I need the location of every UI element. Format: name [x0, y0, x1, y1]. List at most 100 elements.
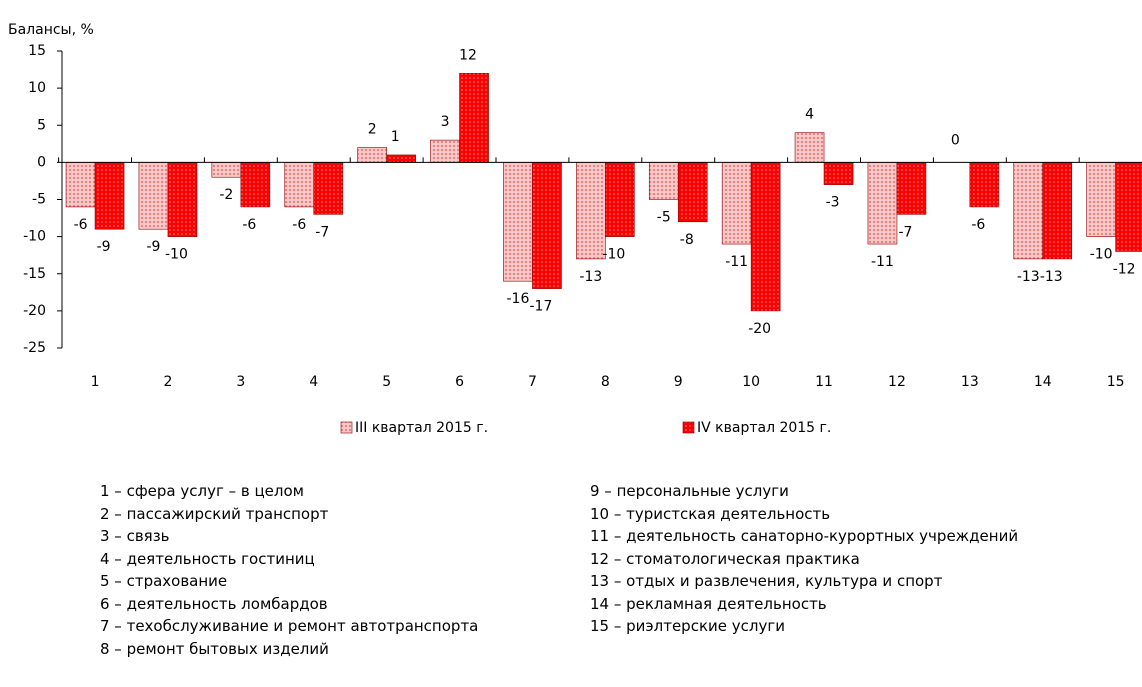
bar: [94, 162, 125, 230]
y-tick-label: -25: [23, 340, 46, 356]
bar: [386, 154, 416, 163]
value-label: -7: [315, 224, 329, 240]
note: 10 – туристская деятельность: [590, 504, 831, 523]
note: 15 – риэлтерские услуги: [590, 617, 785, 635]
bar: [1013, 162, 1044, 260]
note: 5 – страхование: [100, 572, 228, 590]
value-label: 0: [951, 132, 960, 148]
note: 11 – деятельность санаторно-курортных уч…: [590, 527, 1019, 545]
x-tick-label: 10: [742, 374, 760, 390]
value-label: -7: [898, 224, 912, 240]
x-tick-label: 7: [528, 374, 537, 390]
bar: [896, 162, 927, 215]
note: 8 – ремонт бытовых изделий: [100, 639, 329, 658]
bar: [211, 162, 242, 178]
value-label: -11: [871, 254, 894, 270]
value-label: -6: [971, 217, 985, 233]
value-label: -10: [1090, 247, 1113, 263]
x-tick-label: 12: [888, 374, 906, 390]
value-label: -9: [146, 239, 160, 255]
bar: [576, 162, 606, 260]
bar: [750, 162, 781, 312]
value-label: -9: [97, 239, 111, 255]
x-tick-label: 6: [455, 374, 464, 390]
value-label: -13: [579, 269, 602, 285]
x-tick-label: 3: [236, 374, 245, 390]
bar: [357, 147, 387, 163]
value-label: -11: [725, 254, 748, 270]
note: 7 – техобслуживание и ремонт автотранспо…: [100, 617, 479, 635]
y-tick-label: -10: [23, 229, 46, 245]
notes-left: 1 – сфера услуг – в целом 2 – пассажирски…: [100, 480, 570, 660]
y-tick-label: 5: [37, 117, 46, 133]
value-label: -16: [507, 291, 530, 307]
note: 14 – рекламная деятельность: [590, 594, 827, 613]
bar: [532, 162, 562, 289]
value-label: -20: [748, 321, 771, 337]
value-label: 2: [368, 122, 377, 138]
x-tick-label: 14: [1034, 374, 1052, 390]
y-tick-label: -20: [23, 303, 46, 319]
value-label: 4: [805, 107, 814, 123]
x-tick-label: 1: [91, 374, 100, 390]
bar: [605, 162, 635, 237]
x-tick-label: 15: [1107, 374, 1125, 390]
x-tick-label: 13: [961, 374, 979, 390]
bar: [284, 162, 315, 208]
y-tick-label: 0: [37, 154, 46, 170]
y-tick-label: 10: [28, 80, 46, 96]
y-tick-label: -15: [23, 266, 46, 282]
bar: [430, 139, 460, 163]
bar: [240, 162, 271, 208]
y-tick-label: -5: [32, 192, 46, 208]
note: 9 – персональные услуги: [590, 482, 789, 500]
value-label: -10: [165, 247, 188, 263]
y-axis-label: Балансы, %: [8, 22, 94, 38]
note: 12 – стоматологическая практика: [590, 549, 860, 568]
bar: [503, 162, 533, 282]
value-label: -17: [530, 299, 553, 315]
bar: [721, 162, 752, 245]
value-label: -6: [292, 217, 306, 233]
value-label: -5: [657, 210, 671, 226]
x-tick-label: 11: [815, 374, 833, 390]
bar: [1115, 162, 1142, 252]
note: 2 – пассажирский транспорт: [100, 504, 329, 523]
legend-label: IV квартал 2015 г.: [697, 420, 831, 436]
x-tick-label: 2: [163, 374, 172, 390]
value-label: -13: [1040, 269, 1063, 285]
value-label: 12: [459, 47, 477, 63]
bar: [823, 162, 854, 185]
note: 6 – деятельность ломбардов: [100, 594, 328, 613]
note: 4 – деятельность гостиниц: [100, 549, 315, 568]
bar: [459, 72, 489, 163]
value-label: -3: [826, 195, 840, 211]
chart: Балансы, % -25-20-15-10-50510151-6-92-9-…: [8, 22, 1142, 436]
value-label: -6: [242, 217, 256, 233]
value-label: -10: [602, 247, 625, 263]
x-tick-label: 4: [309, 374, 318, 390]
bar: [167, 162, 198, 237]
bar: [867, 162, 898, 245]
bar: [648, 162, 679, 200]
value-label: -8: [680, 232, 694, 248]
x-tick-label: 5: [382, 374, 391, 390]
x-tick-label: 8: [601, 374, 610, 390]
bar: [313, 162, 344, 215]
value-label: -2: [219, 187, 233, 203]
value-label: -6: [74, 217, 88, 233]
bar: [65, 162, 96, 208]
x-tick-label: 9: [674, 374, 683, 390]
bar: [1042, 162, 1073, 260]
bar: [1086, 162, 1116, 237]
legend-swatch: [682, 421, 695, 434]
legend-swatch: [340, 421, 353, 434]
note: 3 – связь: [100, 527, 170, 545]
value-label: -12: [1113, 261, 1136, 277]
value-label: 1: [391, 129, 400, 145]
value-label: 3: [441, 114, 450, 130]
bar: [969, 162, 1000, 208]
bar: [794, 132, 825, 163]
note: 1 – сфера услуг – в целом: [100, 482, 304, 500]
